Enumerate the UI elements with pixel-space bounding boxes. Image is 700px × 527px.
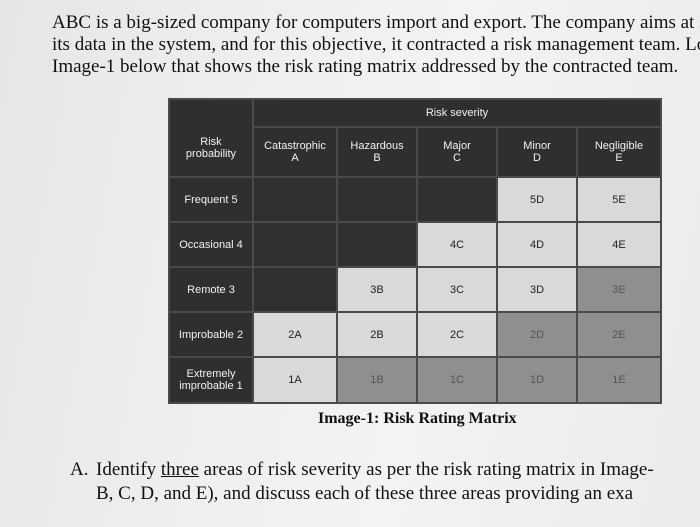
- column-code: D: [533, 152, 541, 164]
- matrix-cell-1c: 1C: [416, 356, 498, 404]
- column-header-minor: Minor D: [496, 126, 578, 178]
- matrix-cell-2d: 2D: [496, 311, 578, 358]
- table-row: Frequent 5 5D 5E: [168, 176, 663, 223]
- column-header-catastrophic: Catastrophic A: [252, 126, 338, 178]
- column-name: Hazardous: [350, 140, 404, 152]
- matrix-cell-1b: 1B: [336, 356, 418, 404]
- matrix-cell-2c: 2C: [416, 311, 498, 358]
- column-name: Negligible: [594, 140, 644, 152]
- column-code: B: [373, 152, 381, 164]
- matrix-cell-3a: [252, 266, 338, 313]
- matrix-cell-1d: 1D: [496, 356, 578, 404]
- question-text: areas of risk severity as per the risk r…: [198, 459, 654, 480]
- question-line: A. Identify three areas of risk severity …: [70, 458, 700, 482]
- question-a: A. Identify three areas of risk severity …: [70, 458, 700, 506]
- row-label-remote: Remote 3: [168, 266, 254, 313]
- question-line: B, C, D, and E), and discuss each of the…: [96, 483, 634, 504]
- risk-probability-header: Risk probability: [168, 98, 254, 178]
- matrix-cell-5b: [336, 176, 418, 223]
- column-code: C: [453, 152, 461, 164]
- matrix-cell-4d: 4D: [496, 221, 578, 268]
- figure-caption: Image-1: Risk Rating Matrix: [318, 410, 517, 427]
- row-label-frequent: Frequent 5: [168, 176, 254, 223]
- intro-line: its data in the system, and for this obj…: [52, 34, 700, 55]
- matrix-cell-5e: 5E: [575, 176, 663, 223]
- column-code: A: [291, 152, 299, 164]
- column-header-negligible: Negligible E: [575, 126, 663, 178]
- question-text: Identify: [96, 459, 161, 480]
- intro-line: ABC is a big-sized company for computers…: [52, 12, 700, 33]
- column-header-major: Major C: [416, 126, 498, 178]
- matrix-cell-4a: [252, 221, 338, 268]
- matrix-cell-3d: 3D: [496, 266, 578, 313]
- matrix-cell-5c: [416, 176, 498, 223]
- question-number: A.: [70, 459, 89, 480]
- matrix-cell-3e: 3E: [575, 266, 663, 313]
- column-name: Catastrophic: [264, 140, 326, 152]
- column-code: E: [615, 152, 623, 164]
- matrix-cell-4b: [336, 221, 418, 268]
- row-label-line: Extremely: [186, 368, 236, 380]
- matrix-cell-2e: 2E: [575, 311, 663, 358]
- probability-title-line: Risk: [200, 136, 222, 148]
- matrix-cell-2a: 2A: [252, 311, 338, 358]
- row-label-line: improbable 1: [179, 380, 243, 392]
- column-header-hazardous: Hazardous B: [336, 126, 418, 178]
- matrix-cell-5a: [252, 176, 338, 223]
- table-row: Extremely improbable 1 1A 1B 1C 1D 1E: [168, 356, 663, 404]
- row-label-extremely-improbable: Extremely improbable 1: [168, 356, 254, 404]
- intro-paragraph: ABC is a big-sized company for computers…: [52, 12, 700, 78]
- matrix-cell-5d: 5D: [496, 176, 578, 223]
- intro-line: Image-1 below that shows the risk rating…: [52, 56, 679, 77]
- matrix-cell-1a: 1A: [252, 356, 338, 404]
- matrix-cell-3c: 3C: [416, 266, 498, 313]
- row-label-improbable: Improbable 2: [168, 311, 254, 358]
- matrix-cell-2b: 2B: [336, 311, 418, 358]
- matrix-cell-1e: 1E: [575, 356, 663, 404]
- table-row: Improbable 2 2A 2B 2C 2D 2E: [168, 311, 663, 358]
- column-name: Minor: [523, 140, 551, 152]
- table-row: Occasional 4 4C 4D 4E: [168, 221, 663, 268]
- risk-severity-header: Risk severity: [251, 98, 663, 128]
- matrix-cell-3b: 3B: [336, 266, 418, 313]
- table-row: Remote 3 3B 3C 3D 3E: [168, 266, 663, 313]
- matrix-cell-4c: 4C: [416, 221, 498, 268]
- matrix-cell-4e: 4E: [575, 221, 663, 268]
- probability-title-line: probability: [185, 148, 237, 160]
- risk-rating-matrix: Risk probability Risk severity Catastrop…: [168, 98, 663, 404]
- question-emphasis: three: [160, 459, 199, 480]
- column-name: Major: [443, 140, 471, 152]
- row-label-occasional: Occasional 4: [168, 221, 254, 268]
